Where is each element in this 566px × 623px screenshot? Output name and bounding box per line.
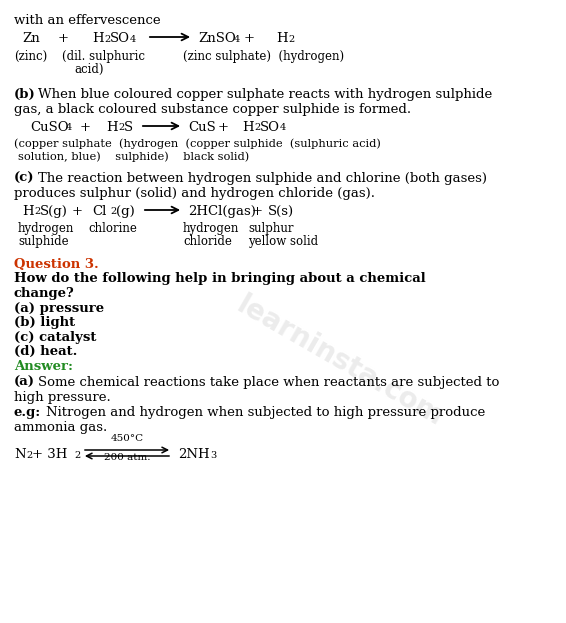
- Text: change?: change?: [14, 287, 75, 300]
- Text: produces sulphur (solid) and hydrogen chloride (gas).: produces sulphur (solid) and hydrogen ch…: [14, 187, 375, 200]
- Text: +: +: [252, 205, 263, 218]
- Text: Answer:: Answer:: [14, 360, 73, 373]
- Text: 2: 2: [74, 450, 80, 460]
- Text: solution, blue)    sulphide)    black solid): solution, blue) sulphide) black solid): [18, 151, 249, 161]
- Text: hydrogen: hydrogen: [18, 222, 74, 235]
- Text: 200 atm.: 200 atm.: [104, 453, 150, 462]
- Text: +: +: [58, 32, 69, 45]
- Text: (copper sulphate  (hydrogen  (copper sulphide  (sulphuric acid): (copper sulphate (hydrogen (copper sulph…: [14, 138, 381, 148]
- Text: S(s): S(s): [268, 205, 294, 218]
- Text: (c) catalyst: (c) catalyst: [14, 331, 96, 344]
- Text: H: H: [92, 32, 104, 45]
- Text: high pressure.: high pressure.: [14, 391, 111, 404]
- Text: +: +: [244, 32, 255, 45]
- Text: 4: 4: [234, 34, 240, 44]
- Text: How do the following help in bringing about a chemical: How do the following help in bringing ab…: [14, 272, 426, 285]
- Text: 2: 2: [254, 123, 260, 133]
- Text: 4: 4: [280, 123, 286, 133]
- Text: 2: 2: [104, 34, 110, 44]
- Text: CuSO: CuSO: [30, 121, 68, 134]
- Text: +: +: [218, 121, 229, 134]
- Text: S: S: [124, 121, 133, 134]
- Text: 2: 2: [118, 123, 125, 133]
- Text: SO: SO: [110, 32, 130, 45]
- Text: (zinc): (zinc): [14, 50, 47, 63]
- Text: sulphide: sulphide: [18, 235, 68, 248]
- Text: (b) light: (b) light: [14, 316, 75, 329]
- Text: 450°C: 450°C: [110, 434, 144, 443]
- Text: acid): acid): [74, 63, 104, 76]
- Text: chlorine: chlorine: [88, 222, 137, 235]
- Text: The reaction between hydrogen sulphide and chlorine (both gases): The reaction between hydrogen sulphide a…: [38, 172, 487, 185]
- Text: (g): (g): [116, 205, 135, 218]
- Text: ammonia gas.: ammonia gas.: [14, 421, 107, 434]
- Text: (dil. sulphuric: (dil. sulphuric: [62, 50, 145, 63]
- Text: yellow solid: yellow solid: [248, 235, 318, 248]
- Text: 2: 2: [34, 207, 40, 217]
- Text: Cl: Cl: [92, 205, 106, 218]
- Text: sulphur: sulphur: [248, 222, 294, 235]
- Text: e.g:: e.g:: [14, 406, 41, 419]
- Text: N: N: [14, 448, 25, 461]
- Text: S(g): S(g): [40, 205, 68, 218]
- Text: hydrogen: hydrogen: [183, 222, 239, 235]
- Text: 2NH: 2NH: [178, 448, 209, 461]
- Text: (zinc sulphate)  (hydrogen): (zinc sulphate) (hydrogen): [183, 50, 344, 63]
- Text: + 3H: + 3H: [32, 448, 67, 461]
- Text: H: H: [276, 32, 288, 45]
- Text: (b): (b): [14, 88, 36, 101]
- Text: gas, a black coloured substance copper sulphide is formed.: gas, a black coloured substance copper s…: [14, 103, 411, 116]
- Text: ZnSO: ZnSO: [198, 32, 236, 45]
- Text: chloride: chloride: [183, 235, 232, 248]
- Text: Some chemical reactions take place when reactants are subjected to: Some chemical reactions take place when …: [38, 376, 499, 389]
- Text: CuS: CuS: [188, 121, 216, 134]
- Text: 2: 2: [110, 207, 116, 217]
- Text: 4: 4: [66, 123, 72, 133]
- Text: 2HCl(gas): 2HCl(gas): [188, 205, 256, 218]
- Text: 2: 2: [26, 450, 32, 460]
- Text: Question 3.: Question 3.: [14, 258, 98, 271]
- Text: 3: 3: [210, 450, 216, 460]
- Text: H: H: [242, 121, 254, 134]
- Text: Nitrogen and hydrogen when subjected to high pressure produce: Nitrogen and hydrogen when subjected to …: [46, 406, 485, 419]
- Text: 2: 2: [288, 34, 294, 44]
- Text: (c): (c): [14, 172, 35, 185]
- Text: When blue coloured copper sulphate reacts with hydrogen sulphide: When blue coloured copper sulphate react…: [38, 88, 492, 101]
- Text: H: H: [106, 121, 118, 134]
- Text: H: H: [22, 205, 33, 218]
- Text: (a) pressure: (a) pressure: [14, 302, 104, 315]
- Text: (a): (a): [14, 376, 35, 389]
- Text: (d) heat.: (d) heat.: [14, 345, 78, 358]
- Text: with an effervescence: with an effervescence: [14, 14, 161, 27]
- Text: Zn: Zn: [22, 32, 40, 45]
- Text: SO: SO: [260, 121, 280, 134]
- Text: 4: 4: [130, 34, 136, 44]
- Text: +: +: [80, 121, 91, 134]
- Text: learninsta.com: learninsta.com: [231, 291, 448, 432]
- Text: +: +: [72, 205, 83, 218]
